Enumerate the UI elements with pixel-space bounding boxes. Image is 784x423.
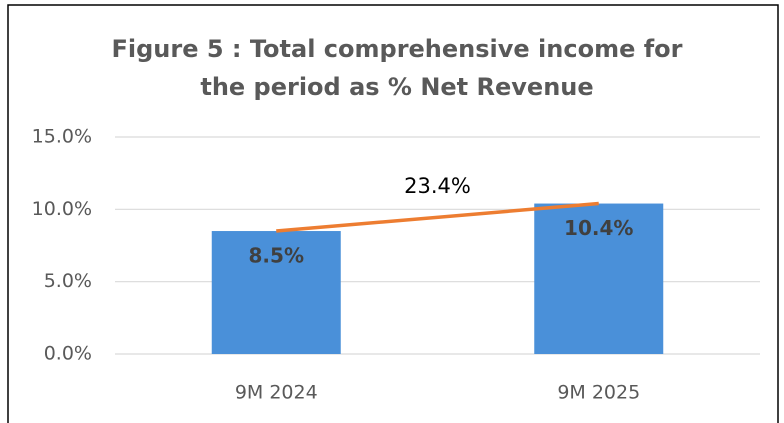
y-tick-label: 10.0% (32, 198, 92, 220)
x-tick-label: 9M 2024 (235, 382, 318, 404)
y-tick-label: 5.0% (44, 270, 92, 292)
y-tick-label: 0.0% (44, 343, 92, 365)
line-series (276, 201, 599, 233)
x-tick-label: 9M 2025 (557, 382, 640, 404)
y-tick-label: 15.0% (32, 126, 92, 148)
bar (211, 231, 341, 354)
bar (534, 203, 664, 354)
annotation: 23.4% (404, 174, 471, 198)
chart-title: Figure 5 : Total comprehensive income fo… (111, 35, 683, 101)
value-label: 8.5% (249, 244, 304, 268)
value-label: 10.4% (564, 216, 633, 240)
chart-frame (7, 4, 779, 423)
